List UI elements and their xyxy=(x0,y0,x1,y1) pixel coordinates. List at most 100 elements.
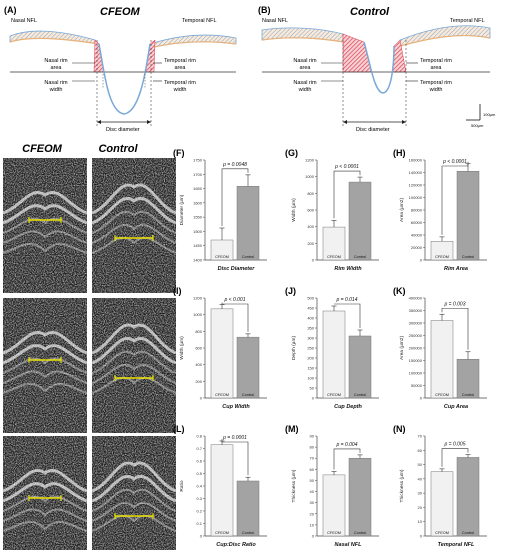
bar-category-label: CFEOM xyxy=(435,255,449,259)
diagram-b: (B) Control Nasal NFL Temporal NFL Disc … xyxy=(258,5,496,133)
bar-category-label: Control xyxy=(354,255,366,259)
significance-bracket xyxy=(333,170,361,219)
chart-panel-label: (M) xyxy=(285,424,299,434)
p-value-label: p < 0.0001 xyxy=(334,164,359,170)
y-tick-label: 250000 xyxy=(409,333,423,338)
p-value-label: p < 0.0001 xyxy=(442,159,467,165)
bar-category-label: CFEOM xyxy=(435,393,449,397)
y-tick-label: 1200 xyxy=(305,158,315,163)
diagram-a-temporal-rim-area-1: Temporal rim xyxy=(164,58,196,64)
chart-panel-label: (G) xyxy=(285,148,298,158)
y-tick-label: 0 xyxy=(200,396,203,401)
disc-marker xyxy=(28,495,62,501)
bar-category-label: CFEOM xyxy=(327,531,341,535)
y-axis-label: Area (µm2) xyxy=(399,198,405,222)
chart-panel-label: (I) xyxy=(173,286,182,296)
cup-contour xyxy=(98,43,151,115)
error-bar xyxy=(465,351,471,360)
y-tick-label: 1400 xyxy=(193,258,203,263)
error-bar xyxy=(357,176,363,183)
bar-control xyxy=(456,171,480,261)
bar-control xyxy=(348,457,372,537)
y-tick-label: 200 xyxy=(307,241,314,246)
oct-image-control xyxy=(91,298,177,433)
diagram-b-temporal-rim-area-2: area xyxy=(430,65,442,71)
y-tick-label: 0.2 xyxy=(196,509,202,514)
y-tick-label: 0 xyxy=(312,258,315,263)
diagram-a-title: CFEOM xyxy=(100,6,141,18)
bar-category-label: Control xyxy=(462,531,474,535)
y-tick-label: 0 xyxy=(420,534,423,539)
y-axis-label: Ratio xyxy=(179,480,185,492)
bar-category-label: CFEOM xyxy=(327,255,341,259)
chart-l: (L) 0 0.1 0.2 0.3 0.4 0.5 0.6 0.7 0.8 Ratio CFEOM Co… xyxy=(173,424,267,548)
y-tick-label: 600 xyxy=(307,208,314,213)
chart-panel-label: (L) xyxy=(173,424,185,434)
bar-cfeom xyxy=(322,310,346,399)
y-tick-label: 0 xyxy=(420,396,423,401)
p-value-label: p = 0.0001 xyxy=(222,435,247,441)
error-bar xyxy=(331,471,337,475)
diagram-b-nasal-rim-area-1: Nasal rim xyxy=(293,58,317,64)
error-bar xyxy=(357,329,363,336)
y-tick-label: 0.1 xyxy=(196,521,202,526)
error-bar xyxy=(439,313,445,321)
diagram-a: (A) CFEOM Nasal NFL Temporal NFL Disc di… xyxy=(4,5,237,133)
y-tick-label: 60 xyxy=(418,448,423,453)
y-tick-label: 0 xyxy=(312,534,315,539)
y-tick-label: 1000 xyxy=(193,312,203,317)
y-tick-label: 0.5 xyxy=(196,471,202,476)
diagram-a-temporal-rim-area-2: area xyxy=(174,65,186,71)
y-tick-label: 400 xyxy=(307,224,314,229)
diagram-b-title: Control xyxy=(350,6,390,18)
oct-image-cfeom xyxy=(2,298,88,433)
oct-col-title-control: Control xyxy=(98,143,138,155)
chart-h: (H) 0 20000 40000 60000 80000 100000 120000 1400… xyxy=(393,148,487,272)
bar-category-label: CFEOM xyxy=(435,531,449,535)
y-tick-label: 0.8 xyxy=(196,434,202,439)
oct-image-control xyxy=(91,158,177,293)
bar-cfeom xyxy=(210,308,234,399)
significance-bracket xyxy=(441,448,469,467)
y-tick-label: 10 xyxy=(310,522,315,527)
chart-j: (J) 0 50 100 150 200 250 300 350 400 450 500 Depth (… xyxy=(285,286,379,410)
p-value-label: p < 0.001 xyxy=(224,297,246,303)
bar-control xyxy=(236,186,260,261)
diagram-a-disc-diameter: Disc diameter xyxy=(106,127,140,133)
chart-title: Cup Width xyxy=(222,404,250,410)
chart-title: Nasal NFL xyxy=(335,542,363,548)
y-tick-label: 90 xyxy=(310,434,315,439)
diagram-a-temporal-rim-width-2: width xyxy=(173,87,187,93)
chart-n: (N) 0 10 20 30 40 50 60 70 Thickness (µm) CFEOM Con… xyxy=(393,424,487,548)
oct-image-cfeom xyxy=(2,158,88,293)
disc-marker xyxy=(114,375,154,381)
chart-panel-label: (N) xyxy=(393,424,406,434)
error-bar xyxy=(245,333,251,338)
y-tick-label: 800 xyxy=(195,329,202,334)
y-tick-label: 160000 xyxy=(409,158,423,163)
diagram-a-nasal-rim-area-2: area xyxy=(50,65,62,71)
error-bar xyxy=(439,468,445,472)
y-tick-label: 70 xyxy=(418,434,423,439)
y-tick-label: 0 xyxy=(312,396,315,401)
y-tick-label: 0 xyxy=(420,258,423,263)
diagram-b-nasal-rim-width-2: width xyxy=(298,87,312,93)
chart-f: (F) 1400 1450 1500 1550 1600 1650 1700 1750 Diame… xyxy=(173,148,267,272)
y-tick-label: 350000 xyxy=(409,308,423,313)
y-axis-label: Thickness (µm) xyxy=(399,469,405,502)
y-tick-label: 10 xyxy=(418,519,423,524)
error-bar xyxy=(439,236,445,242)
y-axis-label: Area (µm2) xyxy=(399,336,405,360)
disc-marker xyxy=(114,235,154,241)
chart-title: Cup Area xyxy=(444,404,468,410)
diagram-a-nasal-nfl: Nasal NFL xyxy=(11,18,37,24)
chart-g: (G) 0 200 400 600 800 1000 1200 Width (µm) CFEOM C… xyxy=(285,148,379,272)
y-tick-label: 450 xyxy=(307,306,314,311)
y-tick-label: 0.7 xyxy=(196,446,202,451)
chart-panel-label: (F) xyxy=(173,148,185,158)
oct-image-cfeom xyxy=(2,436,88,550)
y-tick-label: 600 xyxy=(195,346,202,351)
y-tick-label: 0 xyxy=(200,534,203,539)
y-tick-label: 300 xyxy=(307,336,314,341)
y-tick-label: 100 xyxy=(307,376,314,381)
